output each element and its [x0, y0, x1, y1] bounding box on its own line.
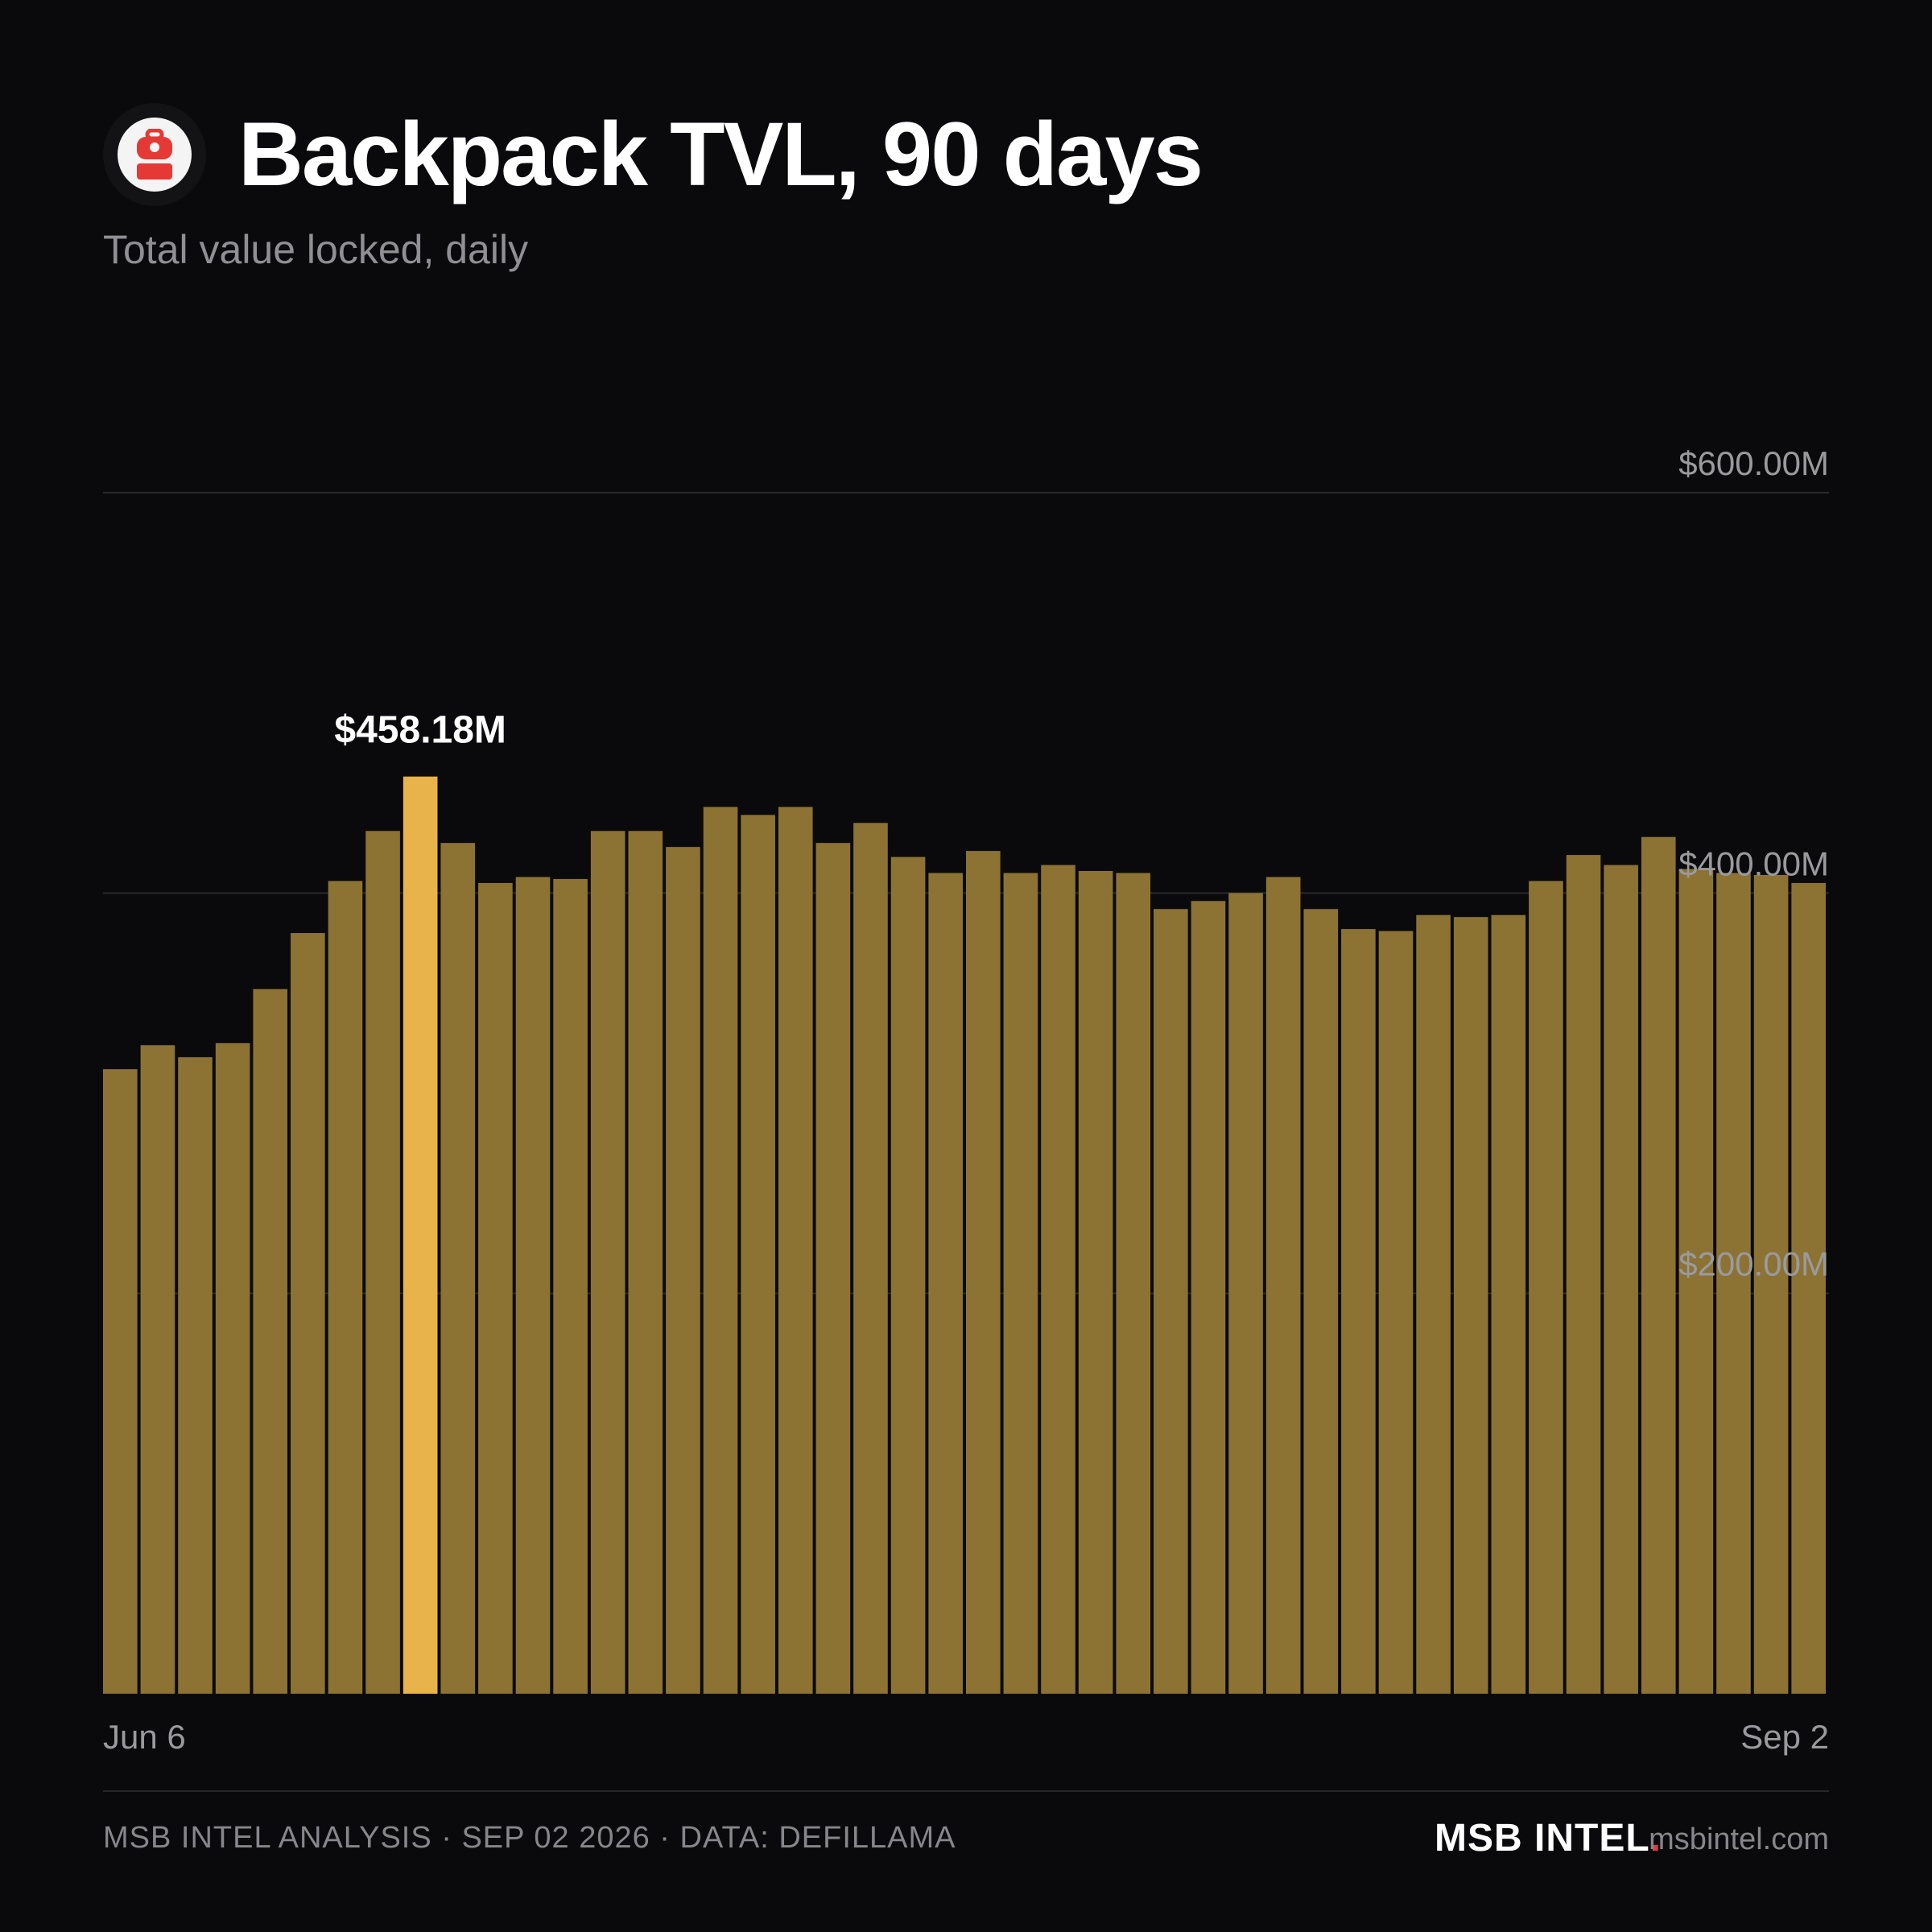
bar [1491, 914, 1526, 1694]
bar [890, 857, 926, 1694]
bar [703, 807, 738, 1695]
bar [1265, 877, 1301, 1694]
page-title: Backpack TVL, 90 days [238, 104, 1203, 204]
bar [553, 878, 588, 1694]
page-subtitle: Total value locked, daily [103, 227, 529, 272]
bar [966, 851, 1001, 1694]
brand-name: MSB INTEL [1435, 1817, 1650, 1860]
bar [1791, 882, 1826, 1694]
y-tick-label: $400.00M [1678, 844, 1829, 882]
bar [628, 831, 663, 1694]
bar [253, 989, 288, 1694]
bar [1003, 873, 1038, 1694]
footer-credit: MSB INTEL ANALYSIS · SEP 02 2026 · DATA:… [103, 1821, 956, 1855]
backpack-logo [103, 103, 206, 206]
peak-value-label: $458.18M [334, 709, 506, 752]
brand-dot: . [1649, 1817, 1662, 1860]
bar [741, 815, 775, 1694]
bar [291, 933, 325, 1694]
bar [1041, 865, 1075, 1694]
bar [1341, 929, 1376, 1694]
bar [1191, 901, 1226, 1694]
bar [1641, 836, 1676, 1694]
bar [1716, 873, 1751, 1694]
bar [1453, 917, 1488, 1694]
bar [1116, 873, 1151, 1694]
bar [928, 873, 963, 1694]
bar [1529, 881, 1563, 1694]
bar [515, 877, 551, 1694]
bar [440, 843, 476, 1694]
bar [365, 831, 400, 1694]
x-start-label: Jun 6 [103, 1718, 186, 1756]
bar [1154, 909, 1188, 1694]
bar [1566, 855, 1601, 1694]
bar [778, 807, 813, 1695]
bar [1378, 931, 1414, 1694]
bar [1416, 914, 1451, 1694]
bar [103, 1069, 138, 1694]
bar [1228, 893, 1263, 1694]
footer-brand: MSB INTEL. [1435, 1816, 1662, 1860]
bar [853, 823, 888, 1694]
bar [590, 831, 625, 1694]
x-end-label: Sep 2 [1740, 1718, 1829, 1756]
bar [1303, 909, 1339, 1694]
bar [1753, 874, 1789, 1694]
bar [478, 882, 513, 1694]
bar-highlight [402, 776, 438, 1695]
bar [178, 1057, 213, 1694]
bar [666, 847, 700, 1694]
bar [328, 881, 363, 1694]
bar [1078, 870, 1113, 1694]
y-tick-label: $200.00M [1678, 1245, 1829, 1283]
backpack-icon [137, 129, 172, 180]
bar [215, 1042, 250, 1694]
y-tick-label: $600.00M [1678, 444, 1829, 482]
footer-divider [103, 1790, 1829, 1792]
bar [140, 1045, 175, 1694]
bar [1678, 869, 1714, 1694]
bar [815, 843, 851, 1694]
bar [1604, 865, 1638, 1694]
footer-url[interactable]: msbintel.com [1649, 1823, 1829, 1856]
